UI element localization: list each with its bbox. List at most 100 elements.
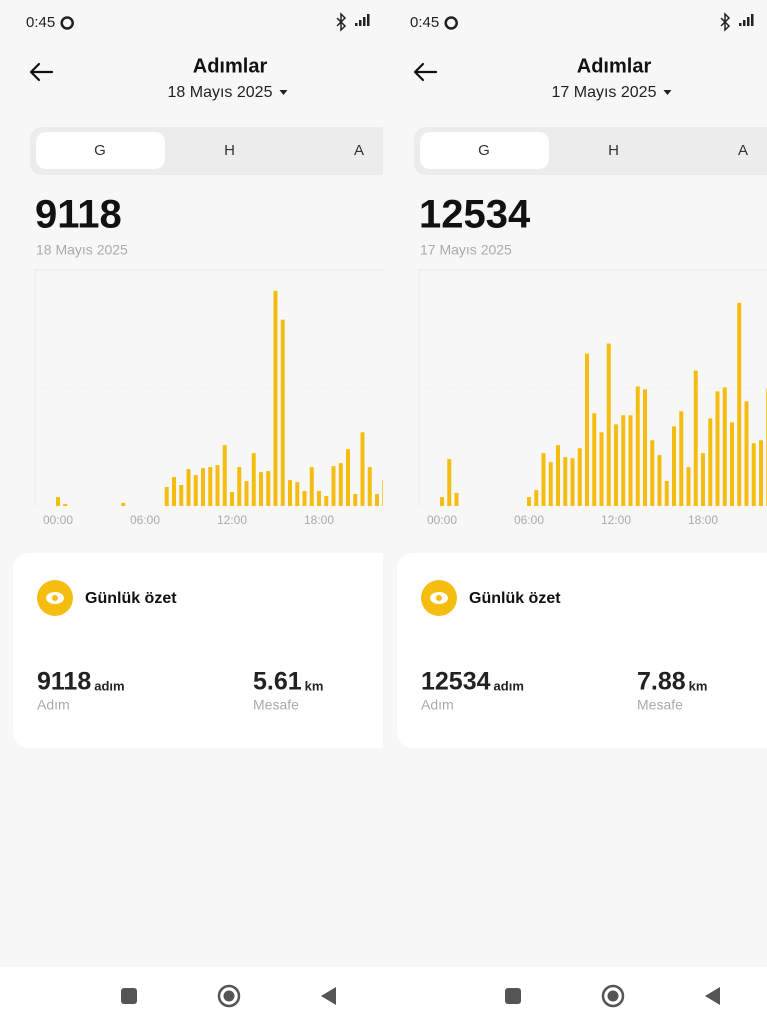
bar bbox=[56, 497, 60, 506]
bar bbox=[172, 477, 176, 506]
x-tick-label: 06:00 bbox=[130, 513, 160, 527]
tab-label[interactable]: A bbox=[354, 142, 364, 159]
date-selector[interactable]: 17 Mayıs 2025 bbox=[552, 84, 657, 101]
summary-value: 5.61 bbox=[253, 668, 302, 696]
bar bbox=[251, 453, 256, 506]
bar bbox=[295, 482, 300, 506]
tab-label[interactable]: H bbox=[224, 142, 235, 159]
total-date: 18 Mayıs 2025 bbox=[36, 242, 128, 258]
home-dot bbox=[607, 990, 619, 1002]
status-icon bbox=[60, 16, 74, 30]
bluetooth-icon bbox=[720, 12, 731, 32]
nav-buttons bbox=[121, 984, 720, 1008]
summary-label: Mesafe bbox=[253, 697, 299, 713]
signal-bar bbox=[363, 17, 366, 26]
bar bbox=[570, 458, 575, 506]
tab-label[interactable]: G bbox=[94, 142, 106, 159]
bar bbox=[382, 480, 383, 506]
back-button[interactable] bbox=[321, 987, 336, 1005]
eye-pupil bbox=[436, 595, 442, 601]
bar bbox=[367, 467, 372, 506]
bar bbox=[440, 497, 444, 506]
signal-bar bbox=[367, 14, 370, 26]
signal-bar bbox=[743, 20, 746, 26]
bar bbox=[744, 401, 749, 506]
home-button[interactable] bbox=[217, 984, 241, 1008]
bar bbox=[686, 467, 691, 506]
summary-unit: adım bbox=[494, 678, 524, 693]
step-total: 9118 bbox=[35, 193, 122, 237]
bar bbox=[556, 445, 560, 506]
bar bbox=[592, 413, 597, 506]
bar bbox=[635, 386, 640, 506]
summary-value: 7.88 bbox=[637, 668, 686, 696]
bar bbox=[585, 353, 589, 506]
page-title: Adımlar bbox=[193, 55, 268, 77]
bar bbox=[201, 468, 205, 506]
total-date: 17 Mayıs 2025 bbox=[420, 242, 512, 258]
date-selector[interactable]: 18 Mayıs 2025 bbox=[168, 84, 273, 101]
bar bbox=[208, 467, 213, 506]
summary-card bbox=[397, 553, 767, 748]
signal-bar bbox=[751, 14, 754, 26]
eye-pupil bbox=[52, 595, 58, 601]
page-title: Adımlar bbox=[577, 55, 652, 77]
bar bbox=[759, 440, 763, 506]
x-tick-label: 12:00 bbox=[601, 513, 631, 527]
signal-bar bbox=[747, 17, 750, 26]
status-time: 0:45 bbox=[410, 14, 439, 31]
back-button[interactable] bbox=[705, 987, 720, 1005]
bar bbox=[244, 481, 249, 506]
signal-bar bbox=[739, 23, 742, 26]
bar bbox=[548, 462, 553, 506]
x-tick-label: 18:00 bbox=[688, 513, 718, 527]
signal-bar bbox=[359, 20, 362, 26]
summary-value: 12534 bbox=[421, 668, 491, 696]
tab-label[interactable]: G bbox=[478, 142, 490, 159]
tab-label[interactable]: A bbox=[738, 142, 748, 159]
x-tick-label: 00:00 bbox=[43, 513, 73, 527]
phone-screen: 0:45 Adımlar 18 Mayıs 2025 G H A 9118 18 Mayıs … bbox=[13, 12, 383, 748]
x-tick-label: 18:00 bbox=[304, 513, 334, 527]
bar bbox=[266, 471, 271, 506]
bar bbox=[541, 453, 546, 506]
back-arrow[interactable] bbox=[29, 62, 54, 82]
bar bbox=[121, 502, 126, 506]
summary-unit: km bbox=[689, 678, 708, 693]
signal-bar bbox=[355, 23, 358, 26]
home-button[interactable] bbox=[601, 984, 625, 1008]
summary-title: Günlük özet bbox=[85, 590, 177, 607]
bar bbox=[599, 432, 604, 506]
home-dot bbox=[223, 990, 235, 1002]
bar bbox=[280, 319, 285, 506]
bar bbox=[722, 387, 727, 506]
bar bbox=[527, 497, 531, 506]
bar bbox=[164, 486, 169, 506]
x-tick-label: 00:00 bbox=[427, 513, 457, 527]
step-total: 12534 bbox=[419, 193, 531, 237]
bar bbox=[657, 455, 662, 506]
bar bbox=[353, 494, 358, 506]
bluetooth-icon bbox=[336, 12, 347, 32]
bar bbox=[621, 415, 626, 506]
bar bbox=[331, 466, 336, 506]
bar bbox=[715, 391, 720, 506]
bar bbox=[237, 467, 242, 506]
summary-unit: adım bbox=[94, 678, 124, 693]
bar bbox=[664, 481, 669, 506]
bar bbox=[693, 370, 698, 506]
recent-button[interactable] bbox=[121, 988, 137, 1004]
tab-label[interactable]: H bbox=[608, 142, 619, 159]
bar bbox=[534, 490, 539, 506]
recent-button[interactable] bbox=[505, 988, 521, 1004]
back-arrow[interactable] bbox=[413, 62, 438, 82]
bar bbox=[628, 415, 633, 506]
bar bbox=[338, 463, 343, 506]
summary-label: Adım bbox=[421, 697, 454, 713]
summary-label: Mesafe bbox=[637, 697, 683, 713]
bar bbox=[563, 457, 568, 506]
bar bbox=[650, 440, 655, 506]
bar bbox=[751, 443, 756, 506]
